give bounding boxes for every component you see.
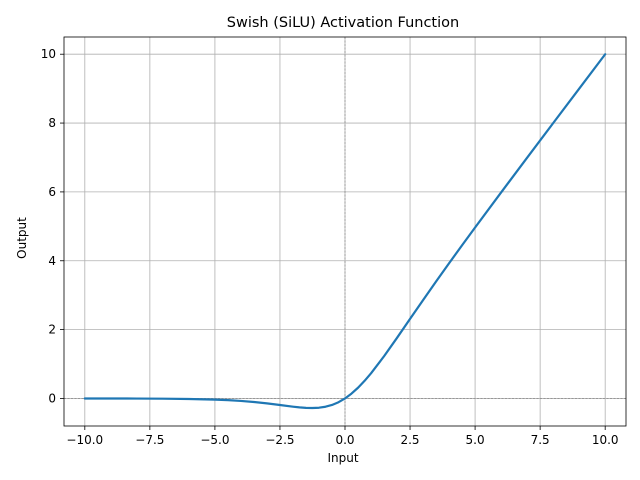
x-axis-label: Input: [327, 451, 358, 465]
y-tick-label: 4: [48, 254, 56, 268]
y-tick-label: 6: [48, 185, 56, 199]
y-axis-label: Output: [15, 217, 29, 259]
x-tick-label: −10.0: [66, 433, 103, 447]
x-tick-label: 7.5: [531, 433, 550, 447]
x-tick-label: −7.5: [135, 433, 164, 447]
x-tick-label: −5.0: [200, 433, 229, 447]
chart-title: Swish (SiLU) Activation Function: [227, 15, 459, 31]
y-tick-label: 8: [48, 116, 56, 130]
y-axis-ticks: 0 2 4 6 8 10: [41, 47, 64, 405]
x-tick-label: 2.5: [400, 433, 419, 447]
y-tick-label: 0: [48, 391, 56, 405]
x-tick-label: 10.0: [592, 433, 619, 447]
x-axis-ticks: −10.0 −7.5 −5.0 −2.5 0.0 2.5 5.0 7.5 10.0: [66, 426, 619, 447]
x-tick-label: 5.0: [466, 433, 485, 447]
y-tick-label: 2: [48, 323, 56, 337]
series-line: [83, 53, 607, 410]
x-tick-label: −2.5: [265, 433, 294, 447]
series-group: [83, 53, 607, 410]
x-tick-label: 0.0: [335, 433, 354, 447]
y-tick-label: 10: [41, 47, 56, 61]
